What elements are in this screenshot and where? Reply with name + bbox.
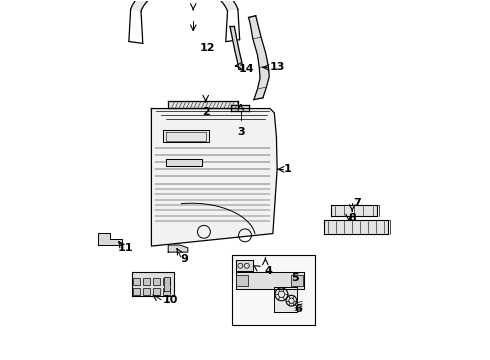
Polygon shape xyxy=(131,0,238,11)
Text: 4: 4 xyxy=(264,266,272,276)
Text: 8: 8 xyxy=(348,212,356,222)
Bar xyxy=(291,275,302,286)
Text: 2: 2 xyxy=(202,107,210,117)
Text: 12: 12 xyxy=(200,43,215,53)
Bar xyxy=(163,288,170,296)
Text: 7: 7 xyxy=(354,198,362,208)
Bar xyxy=(143,288,150,296)
Bar xyxy=(153,288,160,296)
Polygon shape xyxy=(231,105,248,111)
Text: 9: 9 xyxy=(180,253,188,264)
Text: 3: 3 xyxy=(238,127,245,137)
Polygon shape xyxy=(273,287,297,312)
Text: 6: 6 xyxy=(294,303,302,314)
Bar xyxy=(133,278,140,285)
Bar xyxy=(153,278,160,285)
Bar xyxy=(163,278,170,285)
Polygon shape xyxy=(163,130,209,143)
Bar xyxy=(133,288,140,296)
Polygon shape xyxy=(98,233,122,245)
Polygon shape xyxy=(331,205,377,216)
Text: 11: 11 xyxy=(118,243,133,253)
Polygon shape xyxy=(236,272,304,289)
Bar xyxy=(143,278,150,285)
Polygon shape xyxy=(151,109,277,246)
Polygon shape xyxy=(132,272,173,296)
Polygon shape xyxy=(230,26,243,69)
Polygon shape xyxy=(168,245,188,252)
Text: 10: 10 xyxy=(162,295,178,305)
Text: 1: 1 xyxy=(284,164,292,174)
Text: 13: 13 xyxy=(270,63,285,72)
Polygon shape xyxy=(323,220,388,234)
Polygon shape xyxy=(248,16,270,100)
Polygon shape xyxy=(236,260,253,271)
Polygon shape xyxy=(164,277,170,291)
Polygon shape xyxy=(168,102,238,108)
Text: 5: 5 xyxy=(291,273,299,283)
Bar xyxy=(232,255,315,325)
Text: 14: 14 xyxy=(239,64,255,74)
Polygon shape xyxy=(167,158,202,166)
Bar xyxy=(236,275,247,286)
